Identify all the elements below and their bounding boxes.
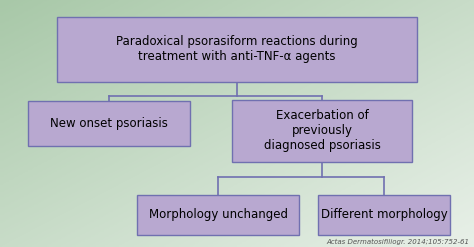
Text: Actas Dermatosifiliogr. 2014;105:752-61: Actas Dermatosifiliogr. 2014;105:752-61 xyxy=(326,238,469,245)
Text: New onset psoriasis: New onset psoriasis xyxy=(50,117,168,130)
Text: Paradoxical psorasiform reactions during
treatment with anti-TNF-α agents: Paradoxical psorasiform reactions during… xyxy=(116,35,358,63)
FancyBboxPatch shape xyxy=(57,17,417,82)
Text: Different morphology: Different morphology xyxy=(320,208,447,221)
FancyBboxPatch shape xyxy=(137,195,299,235)
Text: Morphology unchanged: Morphology unchanged xyxy=(148,208,288,221)
FancyBboxPatch shape xyxy=(28,101,190,146)
FancyBboxPatch shape xyxy=(318,195,450,235)
Text: Exacerbation of
previously
diagnosed psoriasis: Exacerbation of previously diagnosed pso… xyxy=(264,109,381,152)
FancyBboxPatch shape xyxy=(232,100,412,162)
